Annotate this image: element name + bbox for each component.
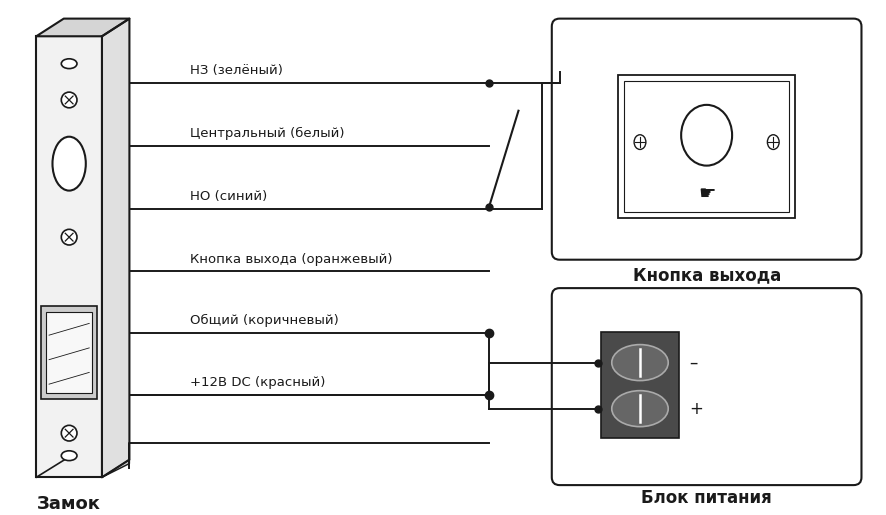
Ellipse shape [61,451,77,460]
Ellipse shape [61,59,77,68]
FancyBboxPatch shape [551,19,860,260]
Text: Кнопка выхода: Кнопка выхода [632,267,780,285]
Ellipse shape [611,391,667,426]
Ellipse shape [633,135,645,149]
Bar [46,312,92,393]
Polygon shape [36,19,129,36]
Text: Замок: Замок [36,495,100,513]
Text: –: – [688,354,696,372]
Text: НЗ (зелёный): НЗ (зелёный) [190,64,283,77]
Text: НО (синий): НО (синий) [190,190,267,203]
Ellipse shape [766,135,778,149]
Text: Общий (коричневый): Общий (коричневый) [190,314,338,328]
Text: Центральный (белый): Центральный (белый) [190,127,345,140]
Circle shape [61,92,77,108]
Ellipse shape [52,136,86,191]
Ellipse shape [611,345,667,381]
Text: Кнопка выхода (оранжевый): Кнопка выхода (оранжевый) [190,252,392,266]
FancyBboxPatch shape [551,288,860,485]
Bar [41,306,97,399]
Text: +12В DC (красный): +12В DC (красный) [190,376,325,389]
Polygon shape [102,19,129,477]
Polygon shape [102,459,129,477]
Ellipse shape [680,105,731,166]
FancyBboxPatch shape [36,36,102,477]
Bar [600,332,679,438]
Text: ☛: ☛ [697,183,715,202]
Bar [618,76,794,217]
Bar [624,81,788,212]
Text: +: + [688,400,702,418]
Circle shape [61,425,77,441]
Text: Блок питания: Блок питания [641,489,771,507]
Circle shape [61,229,77,245]
